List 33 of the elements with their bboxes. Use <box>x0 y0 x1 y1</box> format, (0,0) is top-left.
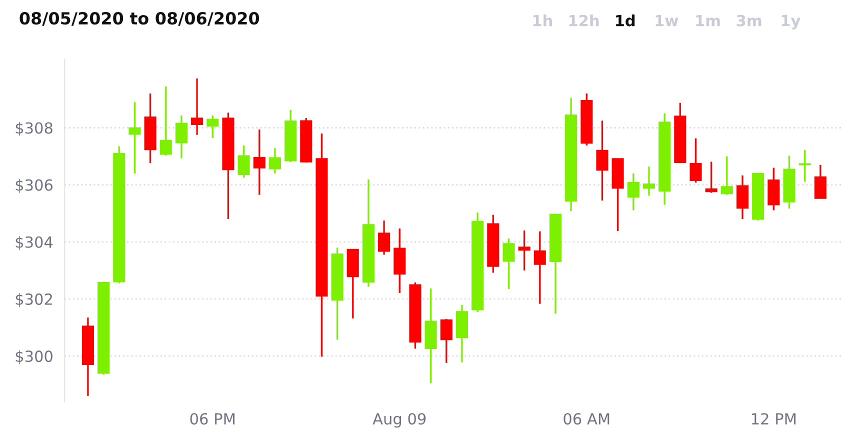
candlestick <box>378 220 390 256</box>
y-tick-label: $302 <box>16 293 52 308</box>
candlestick <box>238 144 250 179</box>
candlestick <box>814 164 826 200</box>
candlestick <box>720 155 733 196</box>
candlestick <box>705 160 718 194</box>
candlestick <box>690 137 702 184</box>
candlestick <box>175 114 188 160</box>
x-tick-label: 06 AM <box>564 413 610 425</box>
candlestick <box>534 230 546 305</box>
candlestick <box>268 147 281 174</box>
candlestick <box>596 120 608 202</box>
x-tick-label: 06 PM <box>190 413 234 425</box>
candlestick <box>128 101 141 174</box>
x-tick-label: Aug 09 <box>372 413 426 428</box>
candlestick <box>627 172 640 212</box>
candlestick <box>502 238 515 290</box>
y-tick-label: $304 <box>16 236 53 250</box>
chart-title: 08/05/2020 to 08/06/2020 <box>20 12 260 26</box>
text: 1d <box>616 14 635 26</box>
y-tick-label: $300 <box>16 350 52 364</box>
candlestick <box>798 149 811 183</box>
candlestick <box>736 174 749 220</box>
y-tick-label: $308 <box>16 122 52 136</box>
candlestick <box>518 230 530 272</box>
candlestick <box>160 86 172 156</box>
x-tick-label: 12 PM <box>752 413 796 424</box>
candlestick <box>253 128 266 196</box>
candlestick <box>191 78 204 136</box>
candlestick <box>206 114 219 139</box>
candlestick <box>440 318 452 364</box>
y-tick-label: $306 <box>16 179 52 193</box>
candlestick <box>642 166 656 196</box>
